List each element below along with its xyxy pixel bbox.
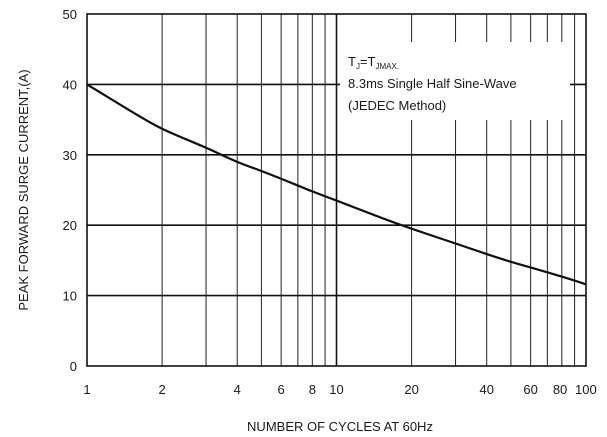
series-line-surge-current — [86, 83, 587, 286]
y-axis-label: PEAK FORWARD SURGE CURRENT,(A) — [16, 69, 31, 310]
major-grid — [87, 14, 586, 366]
annotation-background — [340, 42, 570, 120]
x-tick-label: 6 — [278, 382, 285, 397]
annotation-eq: =T — [360, 54, 376, 69]
annotation-t: T — [348, 54, 356, 69]
x-tick-label: 40 — [479, 382, 493, 397]
x-tick-label: 60 — [523, 382, 537, 397]
x-axis-label: NUMBER OF CYCLES AT 60Hz — [247, 419, 433, 434]
x-tick-label: 10 — [329, 382, 343, 397]
annotation-line-1: TJ=TJMAX. — [348, 54, 399, 71]
y-tick-label: 50 — [63, 7, 77, 22]
y-tick-label: 30 — [63, 148, 77, 163]
plot-frame — [86, 13, 587, 367]
y-tick-label: 40 — [63, 77, 77, 92]
y-tick-label: 0 — [70, 359, 77, 374]
annotation-sub-jmax: JMAX. — [376, 62, 400, 71]
tick-labels: 0 10 20 30 40 50 1 2 4 6 8 10 20 40 60 80 100 — [63, 7, 597, 397]
x-tick-label: 2 — [158, 382, 165, 397]
x-tick-label: 80 — [553, 382, 567, 397]
x-tick-label: 100 — [575, 382, 597, 397]
annotation-line-3: (JEDEC Method) — [348, 98, 446, 113]
x-tick-label: 20 — [404, 382, 418, 397]
annotation-sub-j: J — [356, 62, 360, 71]
y-tick-label: 10 — [63, 289, 77, 304]
x-tick-label: 4 — [234, 382, 241, 397]
annotation-line-2: 8.3ms Single Half Sine-Wave — [348, 76, 517, 91]
x-tick-label: 8 — [309, 382, 316, 397]
y-tick-label: 20 — [63, 218, 77, 233]
x-tick-label: 1 — [83, 382, 90, 397]
